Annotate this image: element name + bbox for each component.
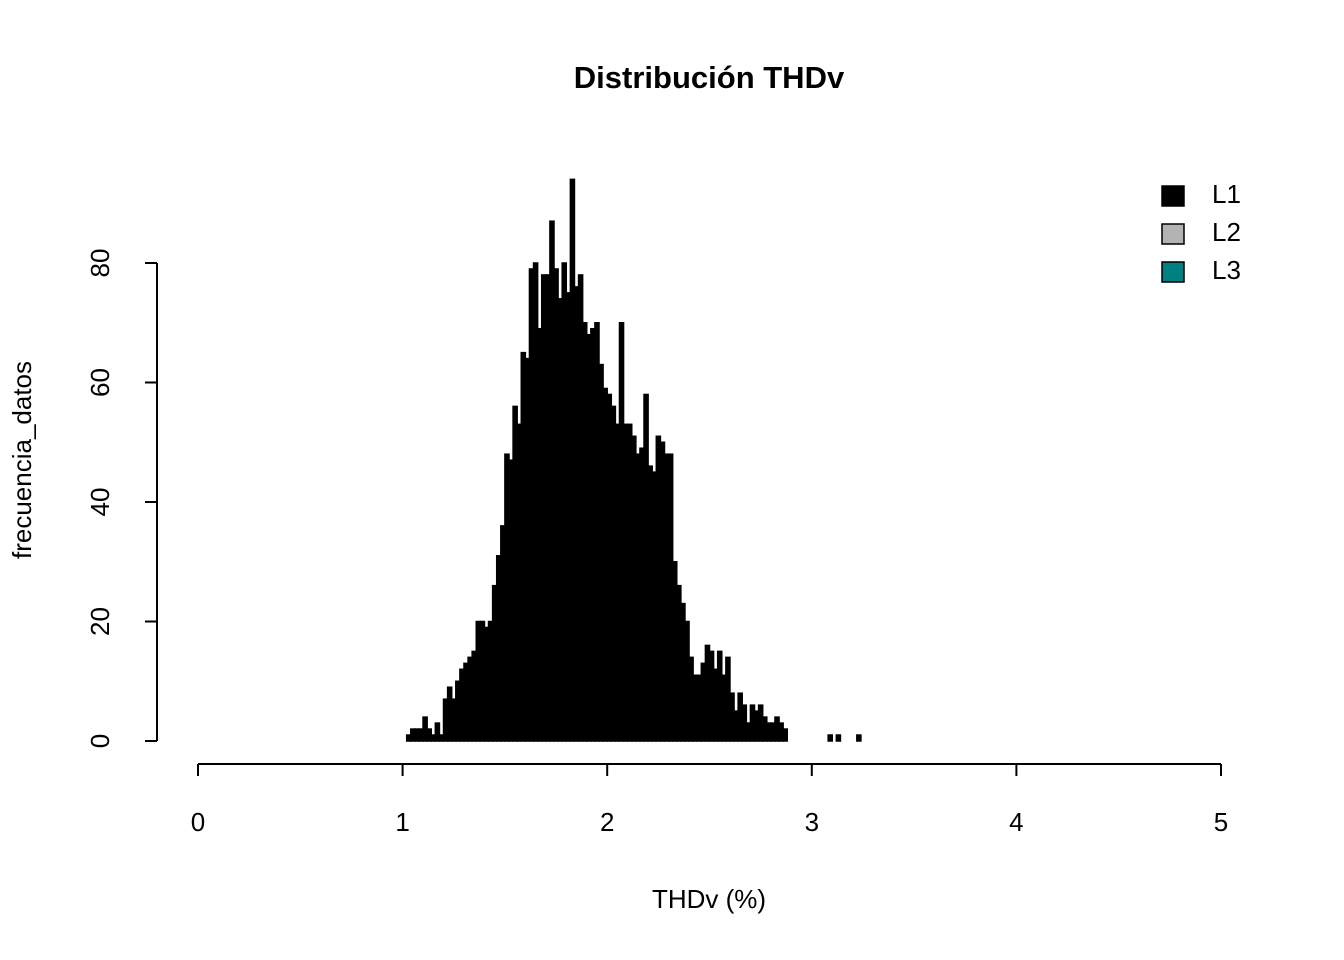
bar (827, 734, 834, 742)
legend-swatch (1161, 185, 1185, 207)
bar (434, 722, 441, 742)
legend-label: L2 (1212, 217, 1241, 247)
y-tick-label: 0 (85, 734, 115, 748)
x-tick-label: 1 (395, 807, 409, 837)
y-tick-label: 60 (85, 368, 115, 397)
legend-swatch (1161, 223, 1185, 245)
bar (856, 734, 862, 742)
x-tick-label: 0 (191, 807, 205, 837)
y-tick-label: 40 (85, 488, 115, 517)
x-tick-label: 5 (1214, 807, 1228, 837)
x-tick-label: 2 (600, 807, 614, 837)
y-tick-label: 80 (85, 249, 115, 278)
x-tick-label: 3 (805, 807, 819, 837)
bar (782, 728, 788, 742)
legend-label: L1 (1212, 179, 1241, 209)
x-tick-label: 4 (1009, 807, 1023, 837)
legend-swatch (1161, 261, 1185, 283)
x-axis-label: THDv (%) (652, 884, 766, 914)
chart-title: Distribución THDv (574, 60, 845, 95)
y-axis-label: frecuencia_datos (7, 361, 37, 559)
legend-label: L3 (1212, 255, 1241, 285)
y-tick-label: 20 (85, 607, 115, 636)
bar (835, 734, 842, 742)
